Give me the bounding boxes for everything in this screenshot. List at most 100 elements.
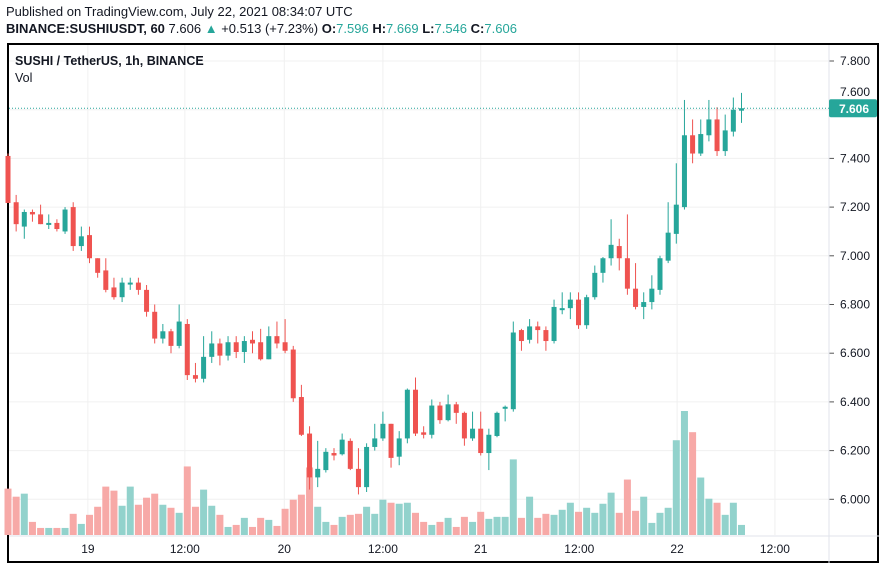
volume-bar (477, 511, 485, 535)
candle-body (739, 108, 744, 111)
candle-body (46, 222, 52, 225)
price-axis-label: 6.400 (840, 395, 870, 409)
volume-bar (69, 513, 77, 535)
time-axis-label: 19 (81, 542, 95, 556)
candle-body (13, 202, 19, 225)
last-price-badge-label: 7.606 (839, 102, 869, 116)
candle-body (372, 438, 378, 447)
volume-bar (485, 518, 493, 535)
volume-bar (363, 506, 371, 535)
price-axis-label: 7.000 (840, 249, 870, 263)
volume-bar (77, 523, 85, 535)
volume-bar (208, 505, 216, 535)
candle-body (413, 389, 418, 434)
volume-bar (599, 503, 607, 535)
high-label: H: (372, 21, 387, 36)
volume-bar (281, 508, 289, 535)
candle-body (681, 135, 687, 208)
open-value: 7.596 (336, 21, 369, 36)
candle-body (192, 375, 198, 379)
price-axis-label: 7.800 (840, 54, 870, 68)
volume-bar (705, 498, 713, 535)
volume-bar (395, 503, 403, 535)
chart-frame (7, 43, 879, 563)
volume-bar (273, 525, 281, 535)
legend-volume: Vol (15, 71, 33, 85)
price-axis-label: 6.000 (840, 492, 870, 506)
volume-bar (738, 524, 745, 535)
candle-body (250, 339, 255, 344)
candle-body (78, 236, 84, 247)
volume-bar (648, 522, 656, 535)
high-value: 7.669 (386, 21, 419, 36)
candle-body (160, 331, 166, 339)
volume-bar (330, 524, 338, 535)
candle-body (714, 119, 720, 152)
candle-body (119, 282, 125, 298)
last-price-badge (829, 99, 877, 118)
volume-bar (257, 517, 265, 535)
volume-bar (28, 521, 36, 535)
volume-bar (542, 513, 550, 535)
volume-bar (607, 492, 615, 535)
time-axis-label: 20 (278, 542, 292, 556)
symbol-quote-line: BINANCE:SUSHIUSDT, 60 7.606 ▲ +0.513 (+7… (6, 21, 517, 36)
time-axis-label: 22 (670, 542, 684, 556)
volume-bar (338, 516, 346, 535)
volume-bar (534, 517, 542, 535)
price-axis-label: 6.600 (840, 346, 870, 360)
volume-bar (86, 514, 93, 535)
candle-body (62, 209, 68, 232)
volume-bar (265, 519, 273, 535)
candle-body (551, 306, 557, 342)
candle-body (445, 404, 451, 421)
volume-bar (623, 479, 631, 535)
volume-bar (566, 502, 574, 535)
candle-body (209, 343, 215, 357)
volume-bar (583, 507, 591, 535)
volume-bar (501, 516, 509, 535)
candle-body (70, 207, 76, 247)
candle-body (486, 434, 492, 454)
candle-body (698, 134, 704, 154)
volume-bar (183, 466, 191, 535)
candle-body (339, 439, 345, 455)
candle-body (535, 326, 541, 331)
time-axis-label: 12:00 (368, 542, 398, 556)
volume-bar (697, 477, 705, 535)
volume-bar (729, 502, 737, 535)
volume-bar (61, 527, 69, 535)
volume-bar (420, 521, 428, 535)
volume-bar (151, 493, 159, 535)
volume-bar (240, 517, 248, 535)
candle-body (584, 297, 590, 326)
chart-legend: SUSHI / TetherUS, 1h, BINANCE Vol (15, 53, 204, 87)
volume-bar (134, 504, 142, 535)
price-axis-label: 6.800 (840, 298, 870, 312)
candle-body (266, 336, 272, 360)
price-axis-label: 6.200 (840, 444, 870, 458)
candle-body (429, 405, 435, 435)
candle-body (461, 412, 467, 439)
volume-bar (314, 506, 322, 535)
candle-body (730, 109, 736, 132)
volume-bar (102, 486, 110, 535)
volume-bar (224, 526, 232, 535)
volume-bar (175, 512, 183, 535)
candle-body (494, 412, 500, 436)
volume-bar (615, 512, 623, 535)
volume-bar (689, 432, 697, 535)
volume-bar (558, 509, 566, 535)
volume-bar (143, 497, 151, 535)
candle-body (54, 222, 60, 230)
volume-bar (110, 490, 118, 535)
close-label: C: (470, 21, 485, 36)
volume-bar (526, 496, 534, 535)
legend-title: SUSHI / TetherUS, 1h, BINANCE (15, 54, 204, 68)
price-axis-label: 7.600 (840, 85, 870, 99)
volume-bar (159, 504, 167, 535)
volume-bar (509, 459, 517, 535)
candle-body (592, 272, 598, 298)
candle-body (380, 423, 386, 439)
